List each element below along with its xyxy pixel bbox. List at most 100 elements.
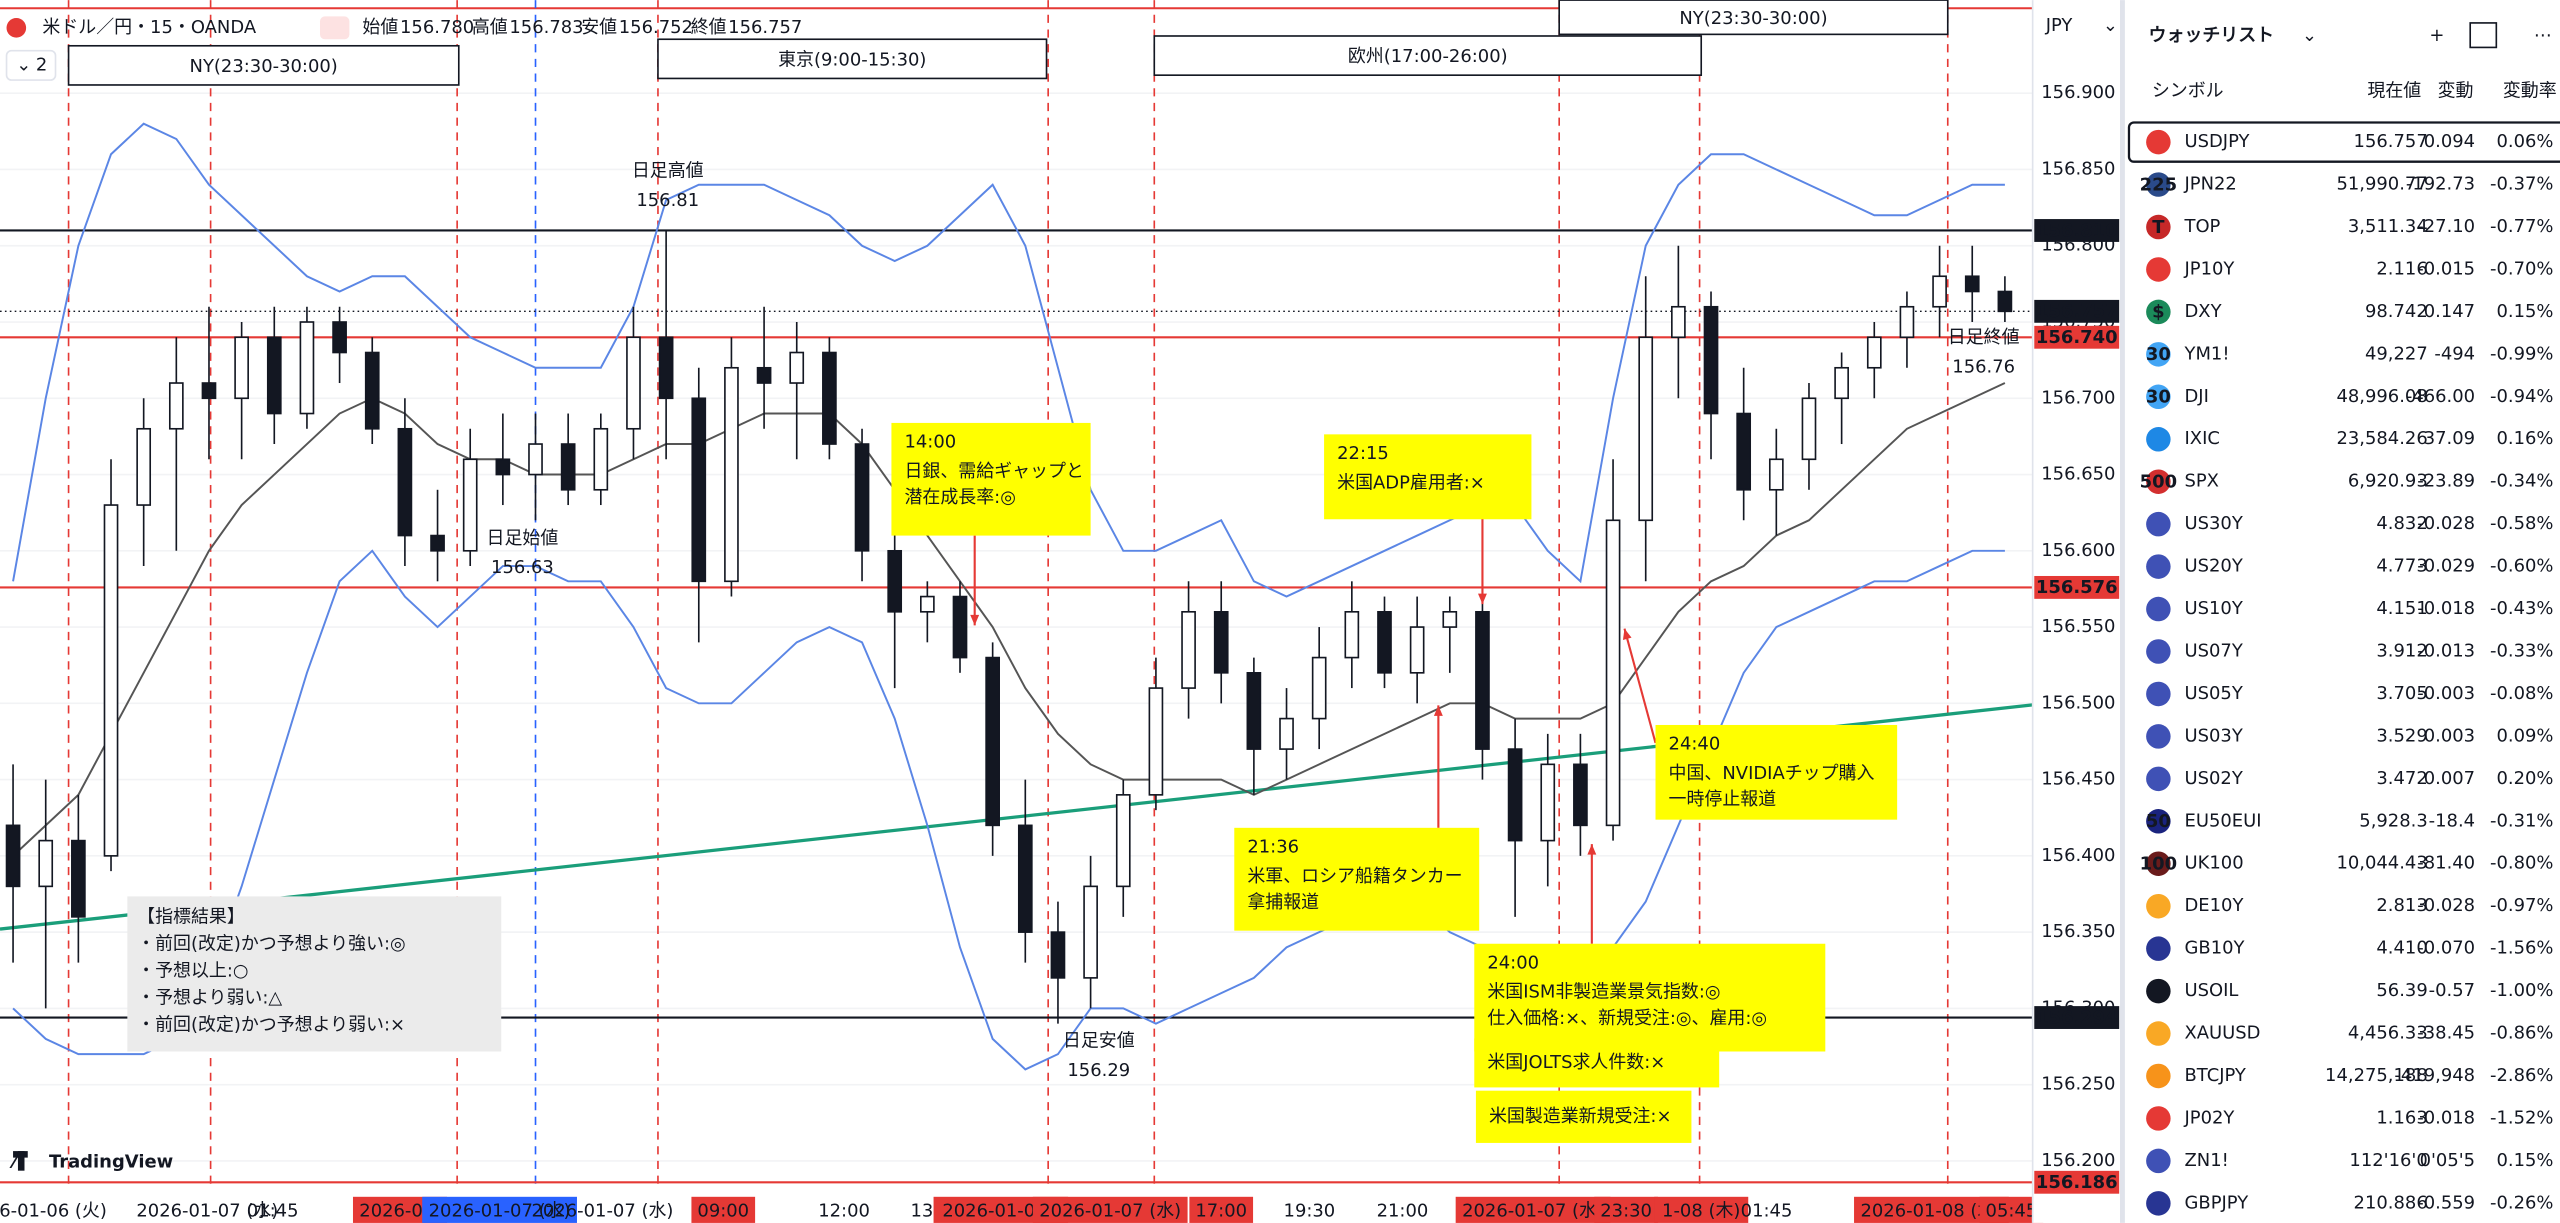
symbol-icon bbox=[2146, 1063, 2171, 1089]
symbol[interactable]: IXIC bbox=[2184, 428, 2219, 449]
y-tick-label: 156.500 bbox=[2041, 692, 2115, 713]
candle-body bbox=[332, 321, 347, 354]
symbol[interactable]: BTCJPY bbox=[2184, 1065, 2245, 1086]
candle-body bbox=[952, 595, 968, 659]
arrow-head bbox=[1622, 628, 1632, 640]
session-label: NY(23:30-30:00) bbox=[190, 56, 338, 77]
note-text: 日銀、需給ギャップと bbox=[904, 461, 1083, 482]
note-box bbox=[1655, 724, 1898, 820]
price-label: 156.740 bbox=[2036, 327, 2118, 348]
layout-button[interactable] bbox=[2469, 22, 2498, 49]
price: 5,928.3 bbox=[2359, 810, 2427, 831]
arrow-head bbox=[1433, 705, 1443, 716]
layers-button[interactable] bbox=[5, 49, 57, 81]
candle-body bbox=[168, 382, 184, 430]
symbol[interactable]: DJI bbox=[2184, 386, 2208, 407]
candle-body bbox=[528, 443, 543, 476]
ohlc-label: 安値 bbox=[581, 17, 617, 38]
candle-body bbox=[1311, 656, 1327, 720]
change: -0.018 bbox=[2417, 1107, 2475, 1128]
symbol-icon bbox=[2146, 427, 2171, 452]
candle-body bbox=[5, 824, 21, 888]
note-text: 22:15 bbox=[1337, 443, 1389, 464]
symbol[interactable]: US07Y bbox=[2184, 641, 2242, 662]
symbol[interactable]: JP02Y bbox=[2183, 1107, 2234, 1128]
column-header[interactable]: シンボル bbox=[2152, 80, 2224, 101]
price: 48,996.08 bbox=[2336, 386, 2427, 407]
chevron: ⌄ bbox=[16, 54, 31, 75]
symbol[interactable]: GB10Y bbox=[2184, 938, 2244, 959]
symbol[interactable]: US10Y bbox=[2184, 598, 2242, 619]
session-box bbox=[1153, 35, 1703, 76]
dropdown: ⌄ bbox=[2103, 15, 2118, 36]
candle-body bbox=[103, 504, 119, 857]
legend-text: ・予想より弱い:△ bbox=[137, 987, 282, 1008]
symbol-icon bbox=[2146, 342, 2171, 367]
y-tick-label: 156.550 bbox=[2041, 616, 2115, 637]
symbol[interactable]: GBPJPY bbox=[2184, 1192, 2248, 1213]
symbol[interactable]: US05Y bbox=[2184, 683, 2242, 704]
more-button[interactable]: ⋯ bbox=[2534, 25, 2552, 46]
column-header[interactable]: 変動率 bbox=[2503, 80, 2557, 101]
watchlist-title[interactable]: ウォッチリスト bbox=[2149, 25, 2275, 46]
y-tick-label: 156.850 bbox=[2041, 158, 2115, 179]
session-box bbox=[1558, 0, 1949, 36]
candle-body bbox=[1115, 794, 1131, 888]
brand: TradingView bbox=[49, 1152, 173, 1173]
symbol-icon bbox=[2146, 851, 2171, 876]
symbol[interactable]: EU50EUI bbox=[2184, 810, 2261, 831]
note-text: 米国ISM非製造業景気指数:◎ bbox=[1487, 982, 1720, 1003]
ohlc-label: 高値 bbox=[472, 17, 508, 38]
symbol[interactable]: ZN1! bbox=[2184, 1150, 2228, 1171]
symbol[interactable]: JPN22 bbox=[2183, 174, 2236, 195]
column-header[interactable]: 変動 bbox=[2438, 80, 2474, 101]
symbol[interactable]: SPX bbox=[2184, 471, 2219, 492]
change-pct: -0.37% bbox=[2490, 174, 2553, 195]
column-header[interactable]: 現在値 bbox=[2367, 80, 2421, 101]
arrow-head bbox=[970, 614, 980, 626]
symbol[interactable]: YM1! bbox=[2183, 343, 2229, 364]
currency[interactable]: JPY bbox=[2045, 15, 2073, 36]
change-pct: 0.06% bbox=[2496, 131, 2553, 152]
day-label: 日足終値 bbox=[1948, 327, 2020, 348]
symbol[interactable]: US02Y bbox=[2184, 768, 2242, 789]
symbol[interactable]: DXY bbox=[2184, 301, 2221, 322]
symbol[interactable]: TOP bbox=[2183, 216, 2220, 237]
candle-body bbox=[1899, 305, 1915, 339]
symbol[interactable]: DE10Y bbox=[2184, 895, 2243, 916]
symbol-icon bbox=[2146, 1191, 2171, 1216]
symbol[interactable]: US30Y bbox=[2184, 513, 2242, 534]
add-button[interactable]: + bbox=[2429, 25, 2444, 46]
day-label: 156.63 bbox=[491, 557, 554, 578]
symbol[interactable]: XAUUSD bbox=[2184, 1023, 2260, 1044]
change: -23.89 bbox=[2417, 471, 2475, 492]
symbol[interactable]: USDJPY bbox=[2184, 131, 2249, 152]
candle-body bbox=[1083, 885, 1098, 979]
candle-body bbox=[1377, 610, 1392, 674]
note-text: 潜在成長率:◎ bbox=[904, 487, 1015, 508]
symbol[interactable]: JP10Y bbox=[2183, 258, 2234, 279]
note-text: 21:36 bbox=[1247, 836, 1299, 857]
symbol[interactable]: UK100 bbox=[2184, 853, 2243, 874]
change-pct: 0.15% bbox=[2496, 301, 2553, 322]
symbol-title: 米ドル／円・15・OANDA bbox=[42, 17, 256, 38]
candle-body bbox=[71, 839, 86, 918]
symbol-icon bbox=[2146, 936, 2171, 961]
change-pct: -0.33% bbox=[2490, 641, 2553, 662]
note-box bbox=[1474, 1038, 1720, 1088]
symbol[interactable]: US03Y bbox=[2184, 725, 2242, 746]
y-tick-label: 156.450 bbox=[2041, 769, 2115, 790]
ohlc-value: 156.780 bbox=[400, 17, 474, 38]
symbol-icon bbox=[2146, 809, 2171, 834]
change: -81.40 bbox=[2417, 853, 2475, 874]
icon-text: 30 bbox=[2146, 387, 2171, 408]
symbol[interactable]: US20Y bbox=[2184, 556, 2242, 577]
price-label: 156.294 bbox=[2036, 1007, 2118, 1028]
change-pct: -0.77% bbox=[2490, 216, 2553, 237]
symbol[interactable]: USOIL bbox=[2184, 980, 2238, 1001]
price: 3.705 bbox=[2376, 683, 2427, 704]
note-box bbox=[1474, 943, 1826, 1052]
y-tick-label: 156.650 bbox=[2041, 464, 2115, 485]
